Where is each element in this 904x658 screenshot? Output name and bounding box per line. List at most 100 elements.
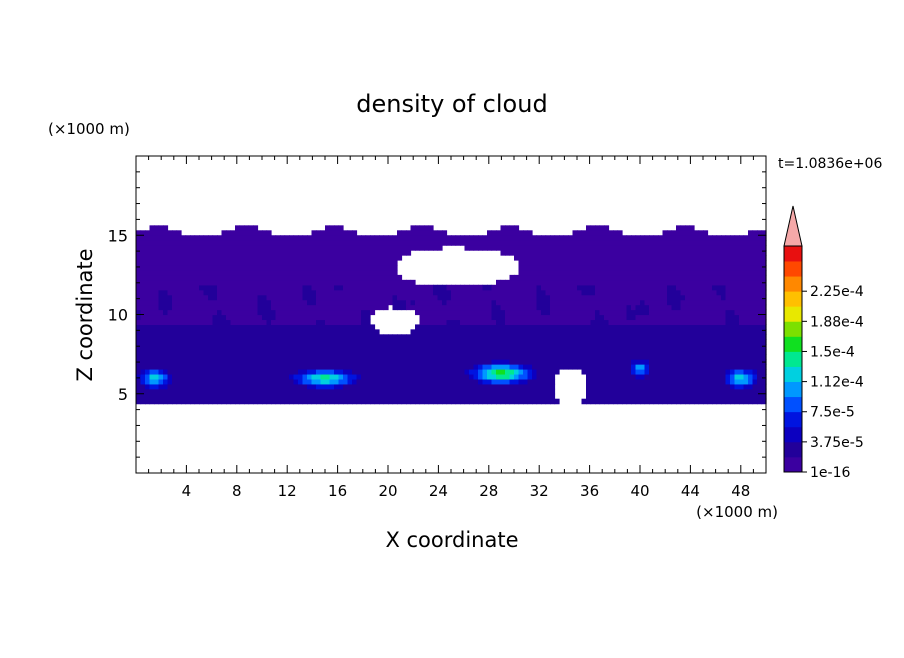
density-cell [532,304,538,311]
density-cell [374,245,380,251]
density-cell [289,388,295,395]
density-cell [437,245,443,251]
density-cell [694,255,700,261]
density-cell [734,354,740,360]
density-cell [275,354,281,360]
density-cell [496,314,502,321]
density-cell [676,230,682,236]
density-cell [149,309,155,316]
density-cell [392,255,398,261]
density-cell [338,284,344,291]
density-cell [640,240,646,246]
density-cell [635,269,641,276]
density-cell [725,393,731,400]
density-cell [496,383,502,390]
density-cell [275,359,281,365]
density-cell [280,309,286,316]
density-cell [388,284,394,291]
density-cell [271,354,277,360]
density-cell [685,324,691,330]
density-cell [428,240,434,246]
density-cell [356,279,362,286]
density-cell [190,289,196,296]
density-cell [235,368,241,375]
density-cell [284,373,290,380]
density-cell [523,260,529,266]
density-cell [298,359,304,365]
density-cell [253,274,259,281]
density-cell [347,364,353,370]
density-cell [262,309,268,316]
density-cell [347,299,353,306]
density-cell [284,324,290,330]
density-cell [523,255,529,261]
density-cell [194,235,200,241]
density-cell [235,309,241,316]
density-cell [302,255,308,261]
density-cell [590,383,596,390]
density-cell [140,245,146,251]
density-cell [190,304,196,311]
density-cell [604,235,610,241]
density-cell [149,274,155,281]
density-cell [658,299,664,306]
density-cell [136,274,142,281]
density-cell [491,359,497,365]
density-cell [410,339,416,345]
density-cell [631,349,637,355]
density-cell [523,349,529,355]
density-cell [608,230,614,236]
density-cell [491,388,497,395]
density-cell [577,304,583,311]
density-cell [568,349,574,355]
density-cell [167,359,173,365]
density-cell [334,319,340,325]
density-cell [518,368,524,375]
density-cell [676,304,682,311]
density-cell [469,235,475,241]
density-cell [293,235,299,241]
density-cell [464,354,470,360]
density-cell [347,284,353,291]
density-cell [428,383,434,390]
density-cell [334,383,340,390]
density-cell [167,274,173,281]
colorbar-label: 1.5e-4 [810,344,855,360]
density-cell [712,368,718,375]
density-cell [244,304,250,311]
density-cell [293,349,299,355]
density-cell [739,383,745,390]
density-cell [136,299,142,306]
density-cell [455,289,461,296]
density-cell [140,368,146,375]
density-cell [496,354,502,360]
density-cell [464,240,470,246]
density-cell [320,398,326,405]
density-cell [595,294,601,301]
density-cell [707,354,713,360]
density-cell [316,334,322,340]
density-cell [401,354,407,360]
density-cell [491,299,497,306]
density-cell [721,373,727,380]
density-cell [172,354,178,360]
density-cell [266,383,272,390]
density-cell [739,334,745,340]
density-cell [532,235,538,241]
density-cell [271,349,277,355]
density-cell [500,354,506,360]
density-cell [208,250,214,256]
density-cell [685,299,691,306]
density-cell [626,388,632,395]
density-cell [460,354,466,360]
density-cell [599,250,605,256]
density-cell [334,284,340,291]
density-cell [352,245,358,251]
density-cell [356,319,362,325]
density-cell [271,329,277,335]
density-cell [244,230,250,236]
density-cell [721,264,727,271]
density-cell [505,373,511,380]
density-cell [343,393,349,400]
density-cell [757,319,763,325]
